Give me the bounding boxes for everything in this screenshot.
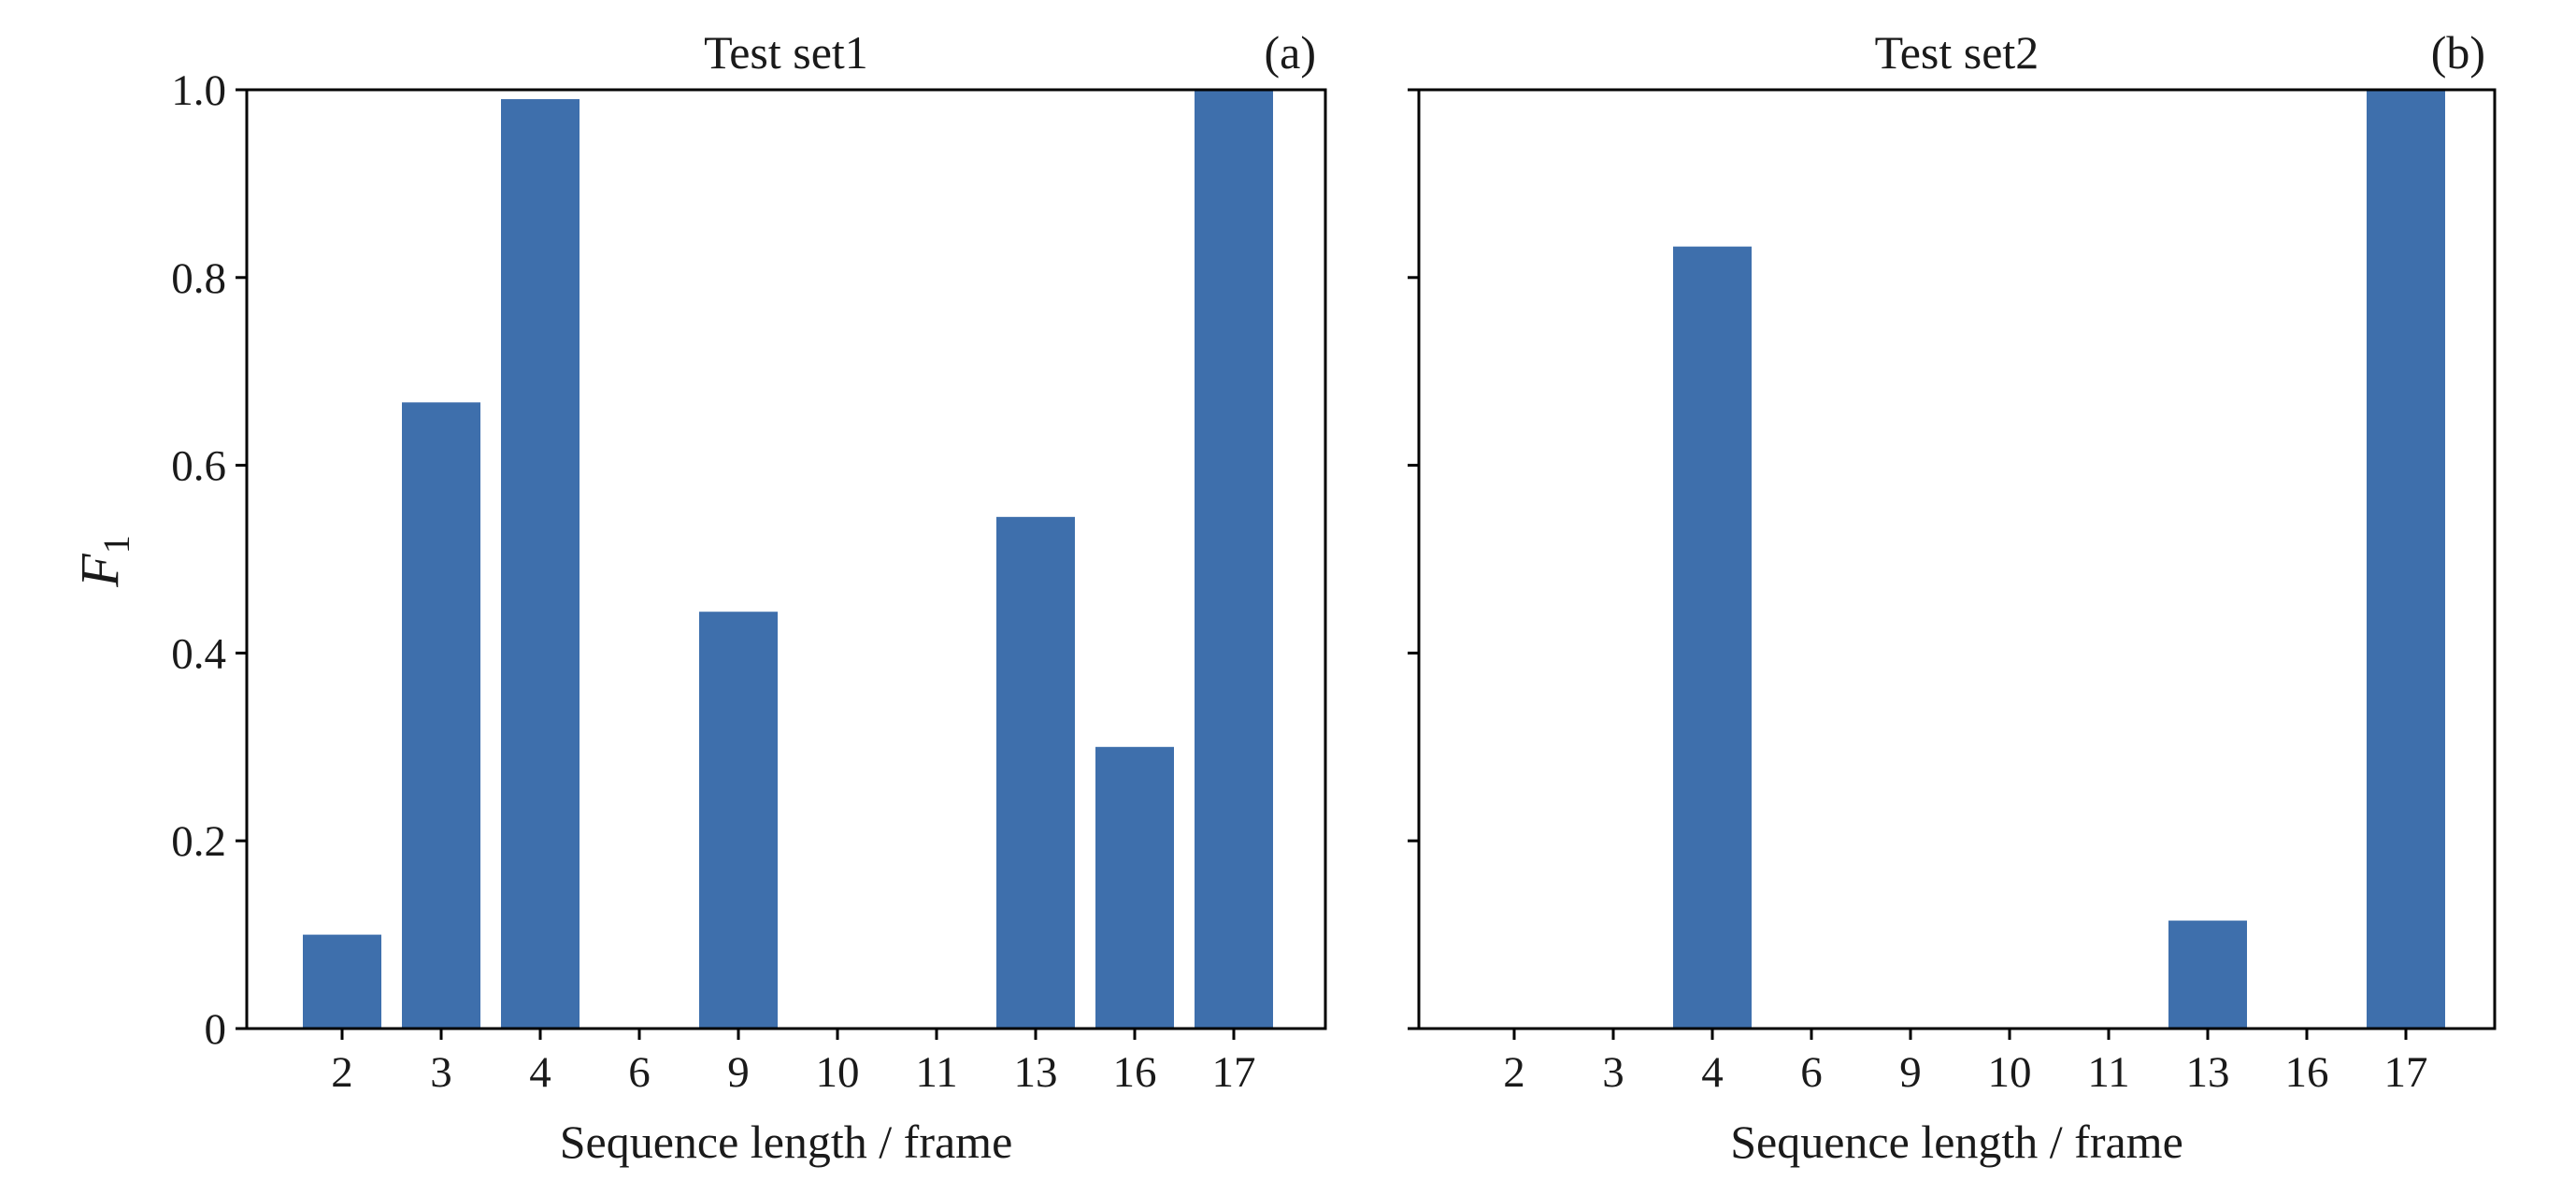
- bar-4: [501, 99, 580, 1029]
- y-tick-label: 0.2: [171, 817, 226, 866]
- y-tick-label: 0.8: [171, 254, 226, 303]
- panel-title: Test set1: [704, 26, 868, 79]
- x-tick-label: 13: [1014, 1048, 1058, 1097]
- x-tick-label: 4: [529, 1048, 551, 1097]
- bar-2: [303, 934, 381, 1029]
- plot-frame: [1417, 88, 2497, 1030]
- x-tick-label: 16: [2285, 1048, 2329, 1097]
- bar-17: [1195, 90, 1273, 1029]
- x-tick-label: 3: [430, 1048, 452, 1097]
- bar-3: [402, 402, 480, 1029]
- x-tick-label: 6: [1800, 1048, 1823, 1097]
- x-tick-label: 9: [1899, 1048, 1922, 1097]
- x-tick-label: 11: [915, 1048, 957, 1097]
- x-tick-label: 10: [1988, 1048, 2032, 1097]
- x-tick-label: 11: [2087, 1048, 2129, 1097]
- x-tick-label: 9: [727, 1048, 750, 1097]
- panel-label: (a): [1265, 26, 1317, 79]
- x-tick-label: 10: [816, 1048, 860, 1097]
- y-tick-label: 0.6: [171, 442, 226, 491]
- x-tick-label: 17: [1212, 1048, 1256, 1097]
- panel-b: 2 3 4 6 9 10 11 13 16 17 Sequence length / frame Te…: [1408, 26, 2497, 1168]
- y-axis-title-subscript: 1: [95, 535, 137, 554]
- y-tick-label: 0: [205, 1005, 227, 1054]
- bar-17: [2367, 90, 2445, 1029]
- y-axis-title: F1: [69, 535, 137, 587]
- x-tick-label: 16: [1113, 1048, 1157, 1097]
- x-tick-label: 3: [1602, 1048, 1624, 1097]
- y-tick-label: 1.0: [171, 66, 226, 115]
- x-tick-label: 2: [1503, 1048, 1525, 1097]
- bar-13: [2168, 920, 2247, 1029]
- x-tick-label: 4: [1701, 1048, 1724, 1097]
- x-axis-title: Sequence length / frame: [1730, 1116, 2183, 1168]
- y-axis-title-main: F: [69, 554, 130, 588]
- bar-9: [699, 612, 778, 1029]
- bar-4: [1673, 246, 1752, 1029]
- x-tick-label: 6: [628, 1048, 651, 1097]
- panel-a: 2 3 4 6 9 10 11 13 16 17 0 0.2 0.4 0.6 0.8 1.0 Sequence …: [171, 26, 1327, 1168]
- panel-label: (b): [2431, 26, 2485, 79]
- x-tick-label: 17: [2384, 1048, 2428, 1097]
- x-tick-label: 2: [331, 1048, 353, 1097]
- bar-13: [996, 516, 1075, 1029]
- y-tick-label: 0.4: [171, 629, 226, 678]
- panel-title: Test set2: [1875, 26, 2039, 79]
- x-tick-label: 13: [2186, 1048, 2230, 1097]
- bar-16: [1095, 746, 1174, 1029]
- x-axis-title: Sequence length / frame: [560, 1116, 1013, 1168]
- plot-frame: [245, 88, 1327, 1030]
